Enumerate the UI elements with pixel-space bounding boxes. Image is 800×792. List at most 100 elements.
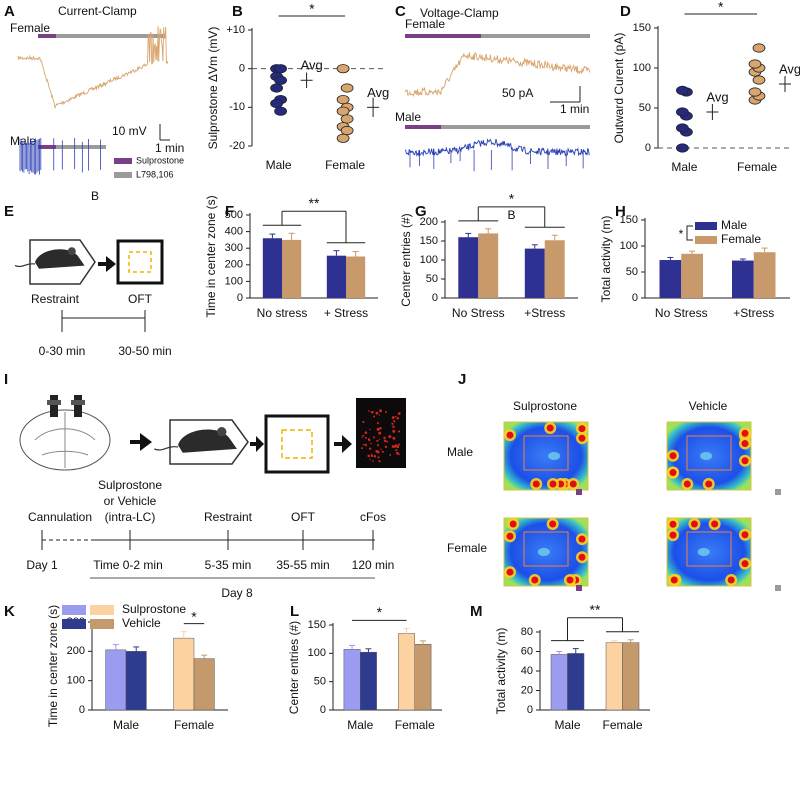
hot-spot [741, 440, 749, 448]
cfos-dot [372, 436, 376, 439]
data-point [340, 125, 354, 136]
event-label: cFos [360, 510, 386, 524]
panel-letter: K [4, 603, 15, 620]
data-point [752, 43, 766, 53]
arena [116, 239, 164, 285]
cfos-dot [392, 425, 395, 428]
significance: * [377, 604, 383, 620]
hot-spot [531, 576, 539, 584]
bar [544, 240, 565, 298]
y-tick-label: 40 [521, 665, 533, 677]
hot-spot [546, 424, 554, 432]
panel-letter: M [470, 603, 483, 620]
panel-title: Voltage-Clamp [420, 6, 499, 20]
legend-note: * [679, 227, 684, 241]
scale-label: 10 mV [112, 124, 147, 138]
center-zone [523, 531, 569, 567]
mean-label: Avg [779, 61, 800, 76]
data-point [336, 95, 350, 105]
cfos-dot [393, 420, 395, 422]
cfos-dot [364, 436, 367, 439]
bar [398, 633, 415, 711]
x-tick-label: Female [737, 160, 777, 174]
cfos-dot [376, 444, 380, 447]
hot-spot [532, 480, 540, 488]
panel-letter: C [395, 3, 406, 20]
treatment-label: Sulprostone [98, 478, 162, 492]
x-tick-label: Female [174, 718, 214, 732]
time-label: 5-35 min [205, 558, 252, 572]
scale-label: 1 min [560, 102, 589, 116]
arena [264, 414, 330, 474]
restrainer [29, 239, 96, 285]
cfos-dot [376, 439, 379, 442]
data-point [676, 143, 689, 153]
legend-bracket [686, 225, 693, 241]
data-point [274, 64, 288, 74]
cfos-dot [384, 445, 388, 449]
warm-spot [548, 452, 561, 460]
time-label: 30-50 min [118, 344, 171, 358]
column-label: Sulprostone [513, 399, 577, 413]
cfos-dot [392, 436, 396, 440]
y-tick-label: 200 [420, 216, 438, 228]
cannula-cap [47, 400, 61, 405]
cfos-dot [391, 416, 395, 419]
y-tick-label: 80 [521, 626, 533, 638]
legend-swatch [114, 172, 132, 178]
cfos-dot [368, 447, 372, 450]
bar [458, 237, 479, 298]
data-point [676, 107, 689, 117]
cfos-dot [370, 410, 374, 414]
trace-label: Female [405, 17, 445, 31]
mouse [35, 249, 85, 269]
y-tick-label: 100 [67, 675, 85, 687]
cfos-dot [375, 411, 379, 415]
stage-label: OFT [128, 292, 153, 306]
trace [17, 26, 169, 110]
y-tick-label: 0 [239, 63, 245, 75]
cfos-dot [379, 438, 381, 440]
mean-label: Avg [301, 58, 323, 73]
cfos-dot [373, 415, 376, 418]
cfos-dot [391, 445, 395, 448]
hot-spot [578, 434, 586, 442]
marker [576, 585, 582, 591]
y-tick-label: 150 [308, 619, 326, 631]
cfos-dot [379, 409, 383, 413]
row-label: Female [447, 541, 487, 555]
mean-label: Avg [706, 89, 728, 104]
mouse [178, 429, 237, 453]
hot-spot [549, 520, 557, 528]
y-tick-label: 200 [225, 259, 243, 271]
arrow [334, 435, 352, 453]
y-tick-label: 60 [521, 645, 533, 657]
cfos-dot [386, 440, 389, 443]
panel-letter: L [290, 603, 299, 620]
hot-spot [509, 520, 517, 528]
cfos-dot [383, 436, 386, 440]
cfos-dot [362, 434, 365, 437]
significance: ** [590, 602, 601, 618]
data-point [274, 75, 288, 85]
y-tick-label: -20 [229, 140, 245, 152]
bar [105, 649, 127, 711]
cfos-dot [377, 429, 380, 431]
bar [659, 260, 682, 298]
y-tick-label: 0 [432, 292, 438, 304]
drug-bar [56, 34, 166, 38]
bar [605, 642, 623, 711]
panel-letter: D [620, 3, 631, 20]
y-tick-label: 50 [626, 266, 638, 278]
hot-spot [711, 520, 719, 528]
time-label: Day 1 [26, 558, 58, 572]
data-point [340, 83, 354, 93]
bar [681, 253, 703, 298]
scale-label: 50 pA [502, 86, 533, 100]
legend-label: Female [721, 232, 761, 246]
bar [414, 644, 432, 711]
marker [775, 489, 781, 495]
x-tick-label: Male [113, 718, 139, 732]
y-tick-label: 100 [620, 240, 638, 252]
